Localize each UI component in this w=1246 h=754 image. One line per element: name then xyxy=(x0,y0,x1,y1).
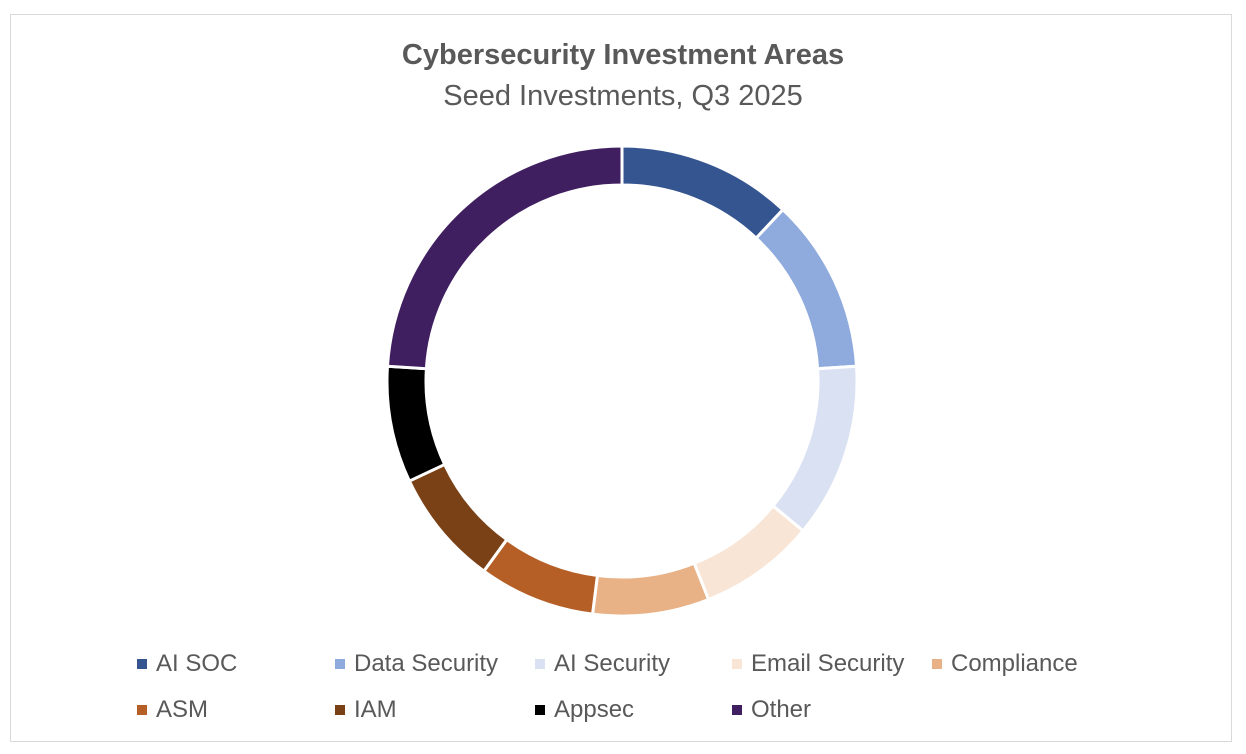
chart-title: Cybersecurity Investment Areas xyxy=(401,39,845,71)
legend-item-ai-security: AI Security xyxy=(535,650,670,678)
legend-label: IAM xyxy=(354,696,397,723)
legend-item-other: Other xyxy=(732,696,811,724)
donut-slice-asm xyxy=(481,537,600,616)
legend-item-ai-soc: AI SOC xyxy=(137,650,237,678)
legend-label: AI SOC xyxy=(156,650,238,677)
donut-slice-iam xyxy=(407,462,509,574)
donut-slice-ai-soc xyxy=(620,144,785,241)
legend-item-asm: ASM xyxy=(137,696,208,724)
legend-swatch xyxy=(137,705,147,715)
legend-item-appsec: Appsec xyxy=(535,696,634,724)
legend-item-email-security: Email Security xyxy=(732,650,904,678)
legend-item-iam: IAM xyxy=(335,696,397,724)
legend-label: Appsec xyxy=(554,696,635,723)
chart-frame xyxy=(10,14,1232,742)
donut-slice-data-security xyxy=(754,207,859,371)
donut-slice-email-security xyxy=(692,503,806,602)
donut-slice-compliance xyxy=(590,561,711,618)
legend-swatch xyxy=(535,659,545,669)
donut-slice-other xyxy=(385,144,624,371)
legend-swatch xyxy=(535,705,545,715)
legend-label: Other xyxy=(751,696,812,723)
legend-swatch xyxy=(335,659,345,669)
legend-label: Compliance xyxy=(951,650,1078,677)
donut-slice-appsec xyxy=(385,364,447,484)
legend-swatch xyxy=(732,705,742,715)
legend-swatch xyxy=(137,659,147,669)
legend-swatch xyxy=(335,705,345,715)
legend-swatch xyxy=(932,659,942,669)
legend-swatch xyxy=(732,659,742,669)
legend-label: Data Security xyxy=(354,650,499,677)
legend-label: ASM xyxy=(156,696,209,723)
chart-subtitle: Seed Investments, Q3 2025 xyxy=(443,80,803,112)
legend-item-compliance: Compliance xyxy=(932,650,1078,678)
legend-label: Email Security xyxy=(751,650,905,677)
donut-slice-ai-security xyxy=(770,364,859,533)
legend-label: AI Security xyxy=(554,650,671,677)
legend-item-data-security: Data Security xyxy=(335,650,498,678)
